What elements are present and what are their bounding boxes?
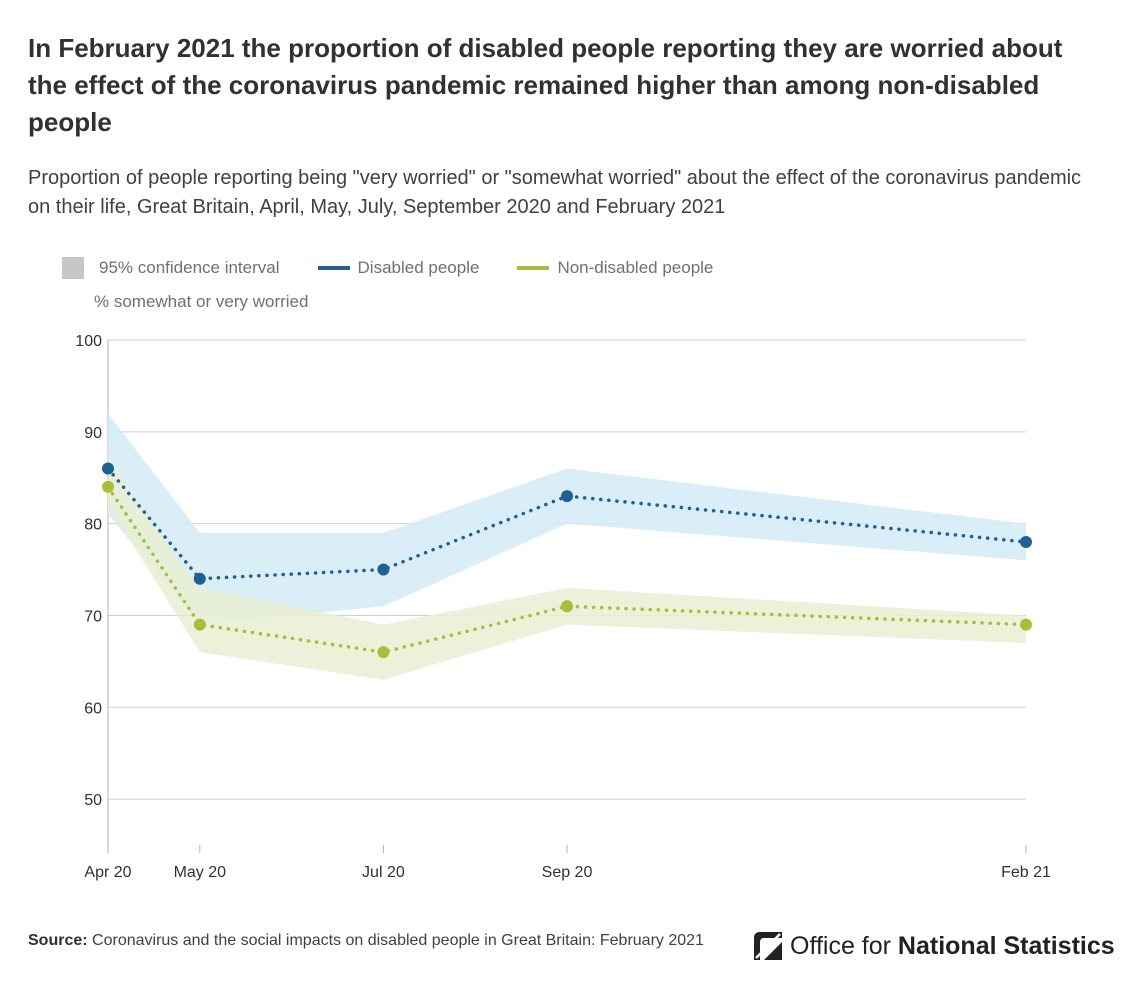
legend-swatch-ci <box>62 257 84 279</box>
point-non-disabled-2 <box>377 646 390 659</box>
ons-logo-icon <box>754 932 782 960</box>
ons-logo-text-regular: Office for <box>790 931 898 960</box>
point-disabled-3 <box>561 490 573 503</box>
ci-band-non-disabled <box>108 459 1026 680</box>
x-tick-label-1: May 20 <box>174 864 227 881</box>
chart-subtitle: Proportion of people reporting being "ve… <box>28 167 1082 218</box>
x-tick-label-3: Sep 20 <box>542 864 593 881</box>
point-non-disabled-4 <box>1020 618 1032 631</box>
y-tick-label-50: 50 <box>84 792 102 809</box>
x-tick-label-2: Jul 20 <box>362 864 405 881</box>
ons-logo-text-bold: National Statistics <box>897 931 1115 960</box>
legend-label-non-disabled: Non-disabled people <box>557 258 714 277</box>
point-disabled-1 <box>193 572 206 585</box>
x-tick-label-0: Apr 20 <box>84 864 131 881</box>
legend-swatch-non-disabled <box>517 266 550 270</box>
ons-logo-text: Office for National Statistics <box>790 932 1115 961</box>
legend-label-disabled: Disabled people <box>357 258 480 277</box>
point-disabled-2 <box>377 563 390 576</box>
source-note: Source: Coronavirus and the social impac… <box>28 929 718 953</box>
legend-item-disabled: Disabled people <box>317 258 480 278</box>
y-tick-label-60: 60 <box>84 700 102 717</box>
source-label: Source: <box>28 932 88 949</box>
source-text: Coronavirus and the social impacts on di… <box>92 932 704 949</box>
x-tick-label-4: Feb 21 <box>1001 864 1051 881</box>
y-tick-label-100: 100 <box>75 333 102 350</box>
legend-item-ci: 95% confidence interval <box>62 257 280 279</box>
line-chart: 50 60 70 80 90 100 Apr 20 May 20 Jul 20 Sep 20 Feb… <box>75 333 1051 881</box>
legend-label-ci: 95% confidence interval <box>99 258 280 277</box>
y-tick-label-70: 70 <box>84 608 102 625</box>
point-non-disabled-3 <box>561 600 573 613</box>
point-non-disabled-1 <box>193 618 206 631</box>
y-axis-label: % somewhat or very worried <box>94 292 309 311</box>
point-disabled-0 <box>102 462 114 475</box>
ci-band-disabled <box>108 413 1026 625</box>
point-non-disabled-0 <box>102 480 114 493</box>
y-tick-label-90: 90 <box>84 425 102 442</box>
y-tick-label-80: 80 <box>84 517 102 534</box>
point-disabled-4 <box>1020 536 1032 548</box>
legend-item-non-disabled: Non-disabled people <box>517 258 713 278</box>
chart-legend: 95% confidence interval Disabled people … <box>62 255 751 281</box>
legend-swatch-disabled <box>317 266 350 270</box>
series-line-disabled <box>106 466 1028 581</box>
ons-logo: Office for National Statistics <box>752 930 1115 962</box>
chart-title: In February 2021 the proportion of disab… <box>28 33 1063 137</box>
